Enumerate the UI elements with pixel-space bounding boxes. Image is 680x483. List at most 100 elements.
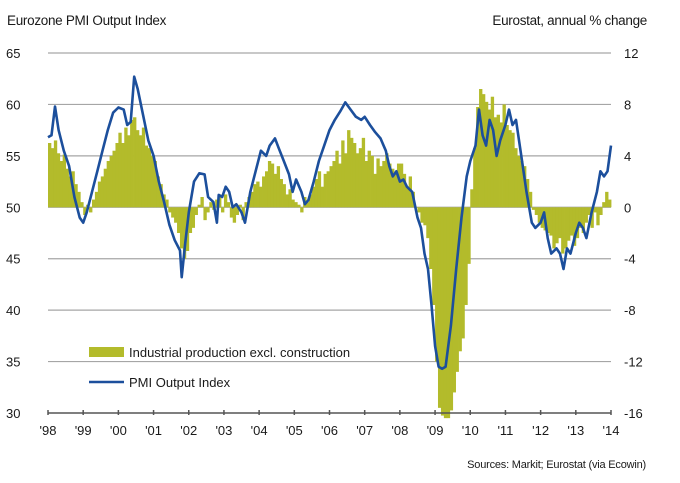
right-tick-label: 0: [624, 200, 631, 215]
bar: [103, 168, 108, 208]
bar: [265, 171, 269, 208]
legend-swatch-bars: [89, 347, 124, 357]
bar: [473, 148, 477, 208]
bar: [508, 130, 512, 208]
right-tick-label: 4: [624, 149, 631, 164]
bar: [517, 155, 521, 208]
bar: [238, 204, 242, 208]
bar: [262, 176, 266, 208]
bar-series: [48, 89, 612, 419]
right-tick-label: -12: [624, 355, 643, 370]
bar: [165, 199, 169, 208]
bar: [435, 207, 439, 362]
x-tick-label: '14: [603, 423, 620, 438]
x-tick-label: '13: [567, 423, 584, 438]
bar: [127, 135, 131, 208]
bar: [470, 189, 474, 208]
bar: [558, 207, 562, 239]
bar: [549, 207, 553, 236]
bar: [484, 101, 489, 208]
bar: [276, 166, 281, 208]
x-tick-label: '02: [180, 423, 197, 438]
bar: [159, 184, 163, 208]
bar: [502, 104, 506, 208]
bar: [437, 207, 442, 408]
bar: [599, 207, 603, 215]
bar: [320, 186, 325, 208]
bar: [188, 207, 193, 233]
bar: [77, 191, 81, 208]
bar: [514, 148, 518, 208]
bar: [432, 207, 436, 305]
bar: [311, 186, 316, 208]
bar: [552, 207, 556, 249]
bar: [561, 207, 565, 254]
bar: [235, 207, 239, 215]
bar: [144, 145, 149, 208]
left-tick-label: 60: [6, 97, 20, 112]
right-tick-label: -8: [624, 303, 636, 318]
bar: [174, 207, 178, 223]
bar: [308, 194, 313, 208]
bar: [94, 191, 99, 208]
bar: [341, 140, 345, 208]
left-tick-label: 40: [6, 303, 20, 318]
bar: [578, 207, 583, 228]
bar: [396, 163, 401, 208]
bar: [138, 135, 143, 208]
bar: [531, 207, 536, 210]
bar: [200, 197, 204, 208]
left-axis-title: Eurozone PMI Output Index: [7, 13, 167, 28]
bar: [141, 127, 146, 208]
bar: [329, 166, 333, 208]
bar: [423, 207, 427, 226]
bar: [288, 189, 292, 208]
bar: [282, 184, 286, 208]
bar: [338, 163, 342, 208]
bar: [226, 202, 231, 208]
bar: [376, 158, 380, 208]
bar: [546, 207, 550, 233]
bar: [402, 173, 407, 208]
bar: [332, 161, 336, 208]
bar: [259, 186, 263, 208]
bar: [83, 207, 87, 215]
bar: [53, 140, 58, 208]
x-tick-label: '04: [251, 423, 268, 438]
bar: [209, 202, 213, 208]
bar: [109, 155, 113, 208]
legend: Industrial production excl. construction…: [89, 345, 350, 390]
bar: [250, 191, 254, 208]
bar: [56, 153, 61, 208]
bar: [464, 207, 468, 305]
bar: [121, 143, 125, 208]
bar: [59, 161, 64, 208]
bar: [91, 199, 96, 208]
bar: [106, 161, 110, 208]
bar: [455, 207, 459, 372]
left-tick-label: 50: [6, 200, 20, 215]
bar: [581, 207, 586, 233]
bar: [388, 163, 392, 208]
bar: [153, 161, 157, 208]
bar: [379, 166, 383, 208]
x-tick-label: '09: [427, 423, 444, 438]
bar: [350, 137, 354, 208]
bar: [244, 202, 248, 208]
bar: [358, 148, 363, 208]
bar: [596, 207, 600, 226]
bar: [135, 130, 140, 208]
x-tick-label: '05: [286, 423, 303, 438]
bar: [270, 163, 275, 208]
x-tick-label: '11: [497, 423, 513, 438]
left-tick-label: 65: [6, 46, 20, 61]
bar: [89, 207, 93, 213]
bar: [133, 117, 137, 208]
bar: [443, 207, 448, 419]
bar: [74, 184, 78, 208]
bar: [267, 161, 272, 208]
bar: [229, 207, 234, 218]
bar: [461, 207, 465, 339]
bar: [605, 191, 609, 208]
